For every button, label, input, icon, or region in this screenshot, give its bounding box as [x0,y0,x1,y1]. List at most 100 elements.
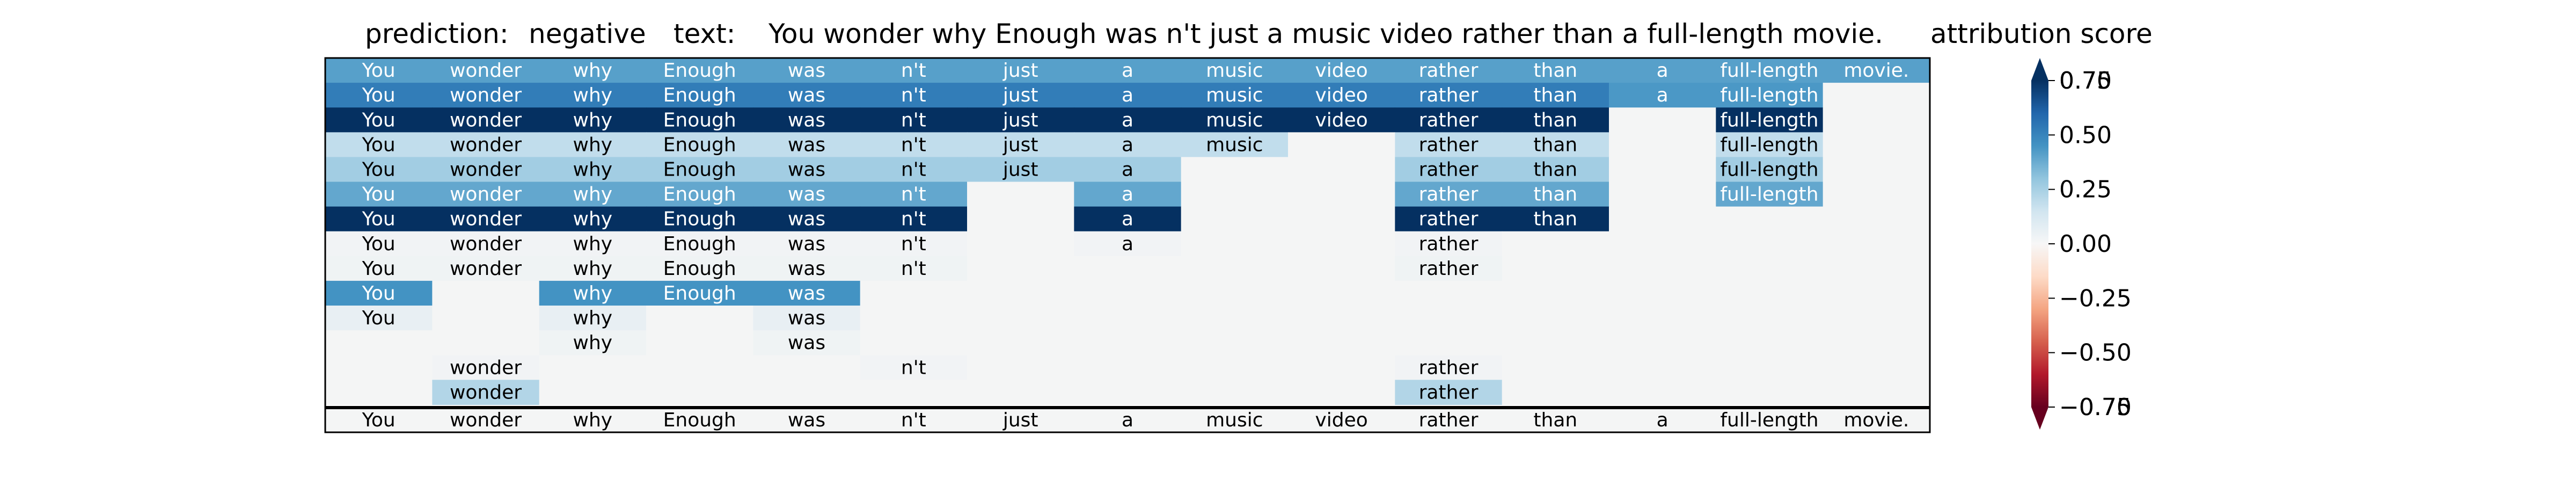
heatmap-cell [1395,280,1503,306]
heatmap-cell [860,107,968,133]
heatmap-cell [539,83,647,108]
token-label: a [1122,60,1133,82]
heatmap-cell [1074,330,1182,356]
heatmap-cell [1181,355,1289,380]
heatmap-cell [1288,355,1395,380]
heatmap-cell [1823,132,1930,157]
token-label: why [573,258,613,280]
token-label: rather [1419,233,1479,255]
heatmap-cell [1074,182,1182,207]
token-label: than [1533,208,1577,230]
heatmap-cell [1074,231,1182,257]
heatmap-cell [753,58,861,83]
token-label: n't [901,233,926,255]
token-label: wonder [450,134,522,156]
token-label: than [1533,134,1577,156]
heatmap-cell [1181,157,1289,183]
token-label: wonder [450,258,522,280]
token-label: Enough [663,109,736,131]
heatmap-cell [967,231,1074,257]
heatmap-cell [967,182,1074,207]
heatmap-cell [1395,256,1503,281]
token-label: n't [901,109,926,131]
heatmap-cell [1716,231,1824,257]
token-label: You [362,158,396,180]
heatmap-cell [967,280,1074,306]
token-label: a [1122,84,1133,106]
heatmap-cell [1074,355,1182,380]
token-label: video [1315,84,1367,106]
heatmap-cell [1288,306,1395,331]
heatmap-cell [967,306,1074,331]
heatmap-cell [1288,83,1395,108]
colorbar-upper-extension [2031,58,2048,81]
heatmap-cell [539,330,647,356]
heatmap-cell [432,58,540,83]
colorbar-gradient [2031,81,2048,407]
token-label: rather [1419,208,1479,230]
heatmap-cell [1181,306,1289,331]
heatmap-cell [1288,231,1395,257]
heatmap-cell [967,132,1074,157]
heatmap-cell [1395,107,1503,133]
token-label: n't [901,60,926,82]
heatmap-cell [325,280,433,306]
token-label: n't [901,208,926,230]
heatmap-cell [753,256,861,281]
heatmap-cell [1609,58,1716,83]
heatmap-cell [1395,355,1503,380]
heatmap-cell [753,182,861,207]
heatmap-cell [1609,206,1716,232]
heatmap-cell [1716,157,1824,183]
token-label: music [1206,84,1263,106]
token-label: was [788,184,825,206]
heatmap-cell [1074,83,1182,108]
token-label: just [1002,109,1038,131]
heatmap-cell [539,132,647,157]
token-label: Enough [663,60,736,82]
heatmap-cell [646,306,753,331]
colorbar: 0.75 0.50 0.25 0.00 −0.25 −0.50 −0.75 0.70 −0.70 [2031,58,2132,430]
heatmap-cell [432,256,540,281]
heatmap-cell [1395,83,1503,108]
token-label: wonder [450,208,522,230]
heatmap-cell [1609,107,1716,133]
heatmap-cell [646,355,753,380]
heatmap-cell [432,355,540,380]
heatmap-cell [432,380,540,405]
heatmap-cell [325,206,433,232]
heatmap-cell [539,182,647,207]
token-label: was [788,208,825,230]
heatmap-cell [1074,157,1182,183]
heatmap-cell [1395,380,1503,405]
token-label: n't [901,134,926,156]
colorbar-lower-extension [2031,407,2048,430]
token-label: why [573,307,613,329]
heatmap-cell [646,380,753,405]
heatmap-cell [1074,107,1182,133]
heatmap-cell [967,256,1074,281]
heatmap-cell [539,107,647,133]
heatmap-cell [1288,182,1395,207]
token-label: video [1315,60,1367,82]
token-label: Enough [663,233,736,255]
heatmap-cell [1502,355,1609,380]
heatmap-cell [1823,256,1930,281]
heatmap-cell [1609,380,1716,405]
heatmap-cell [860,83,968,108]
heatmap-cell [1609,280,1716,306]
heatmap-cell [753,206,861,232]
token-label: just [1002,60,1038,82]
token-label: was [788,134,825,156]
token-label: than [1533,60,1577,82]
heatmap-cell [1288,280,1395,306]
heatmap-cell [1502,83,1609,108]
heatmap-cell [1502,157,1609,183]
heatmap-cell [1823,157,1930,183]
heatmap-cell [753,83,861,108]
heatmap-cell [325,231,433,257]
colorbar-tick-label: −0.25 [2059,285,2132,312]
token-label: a [1122,109,1133,131]
heatmap-cell [1502,58,1609,83]
